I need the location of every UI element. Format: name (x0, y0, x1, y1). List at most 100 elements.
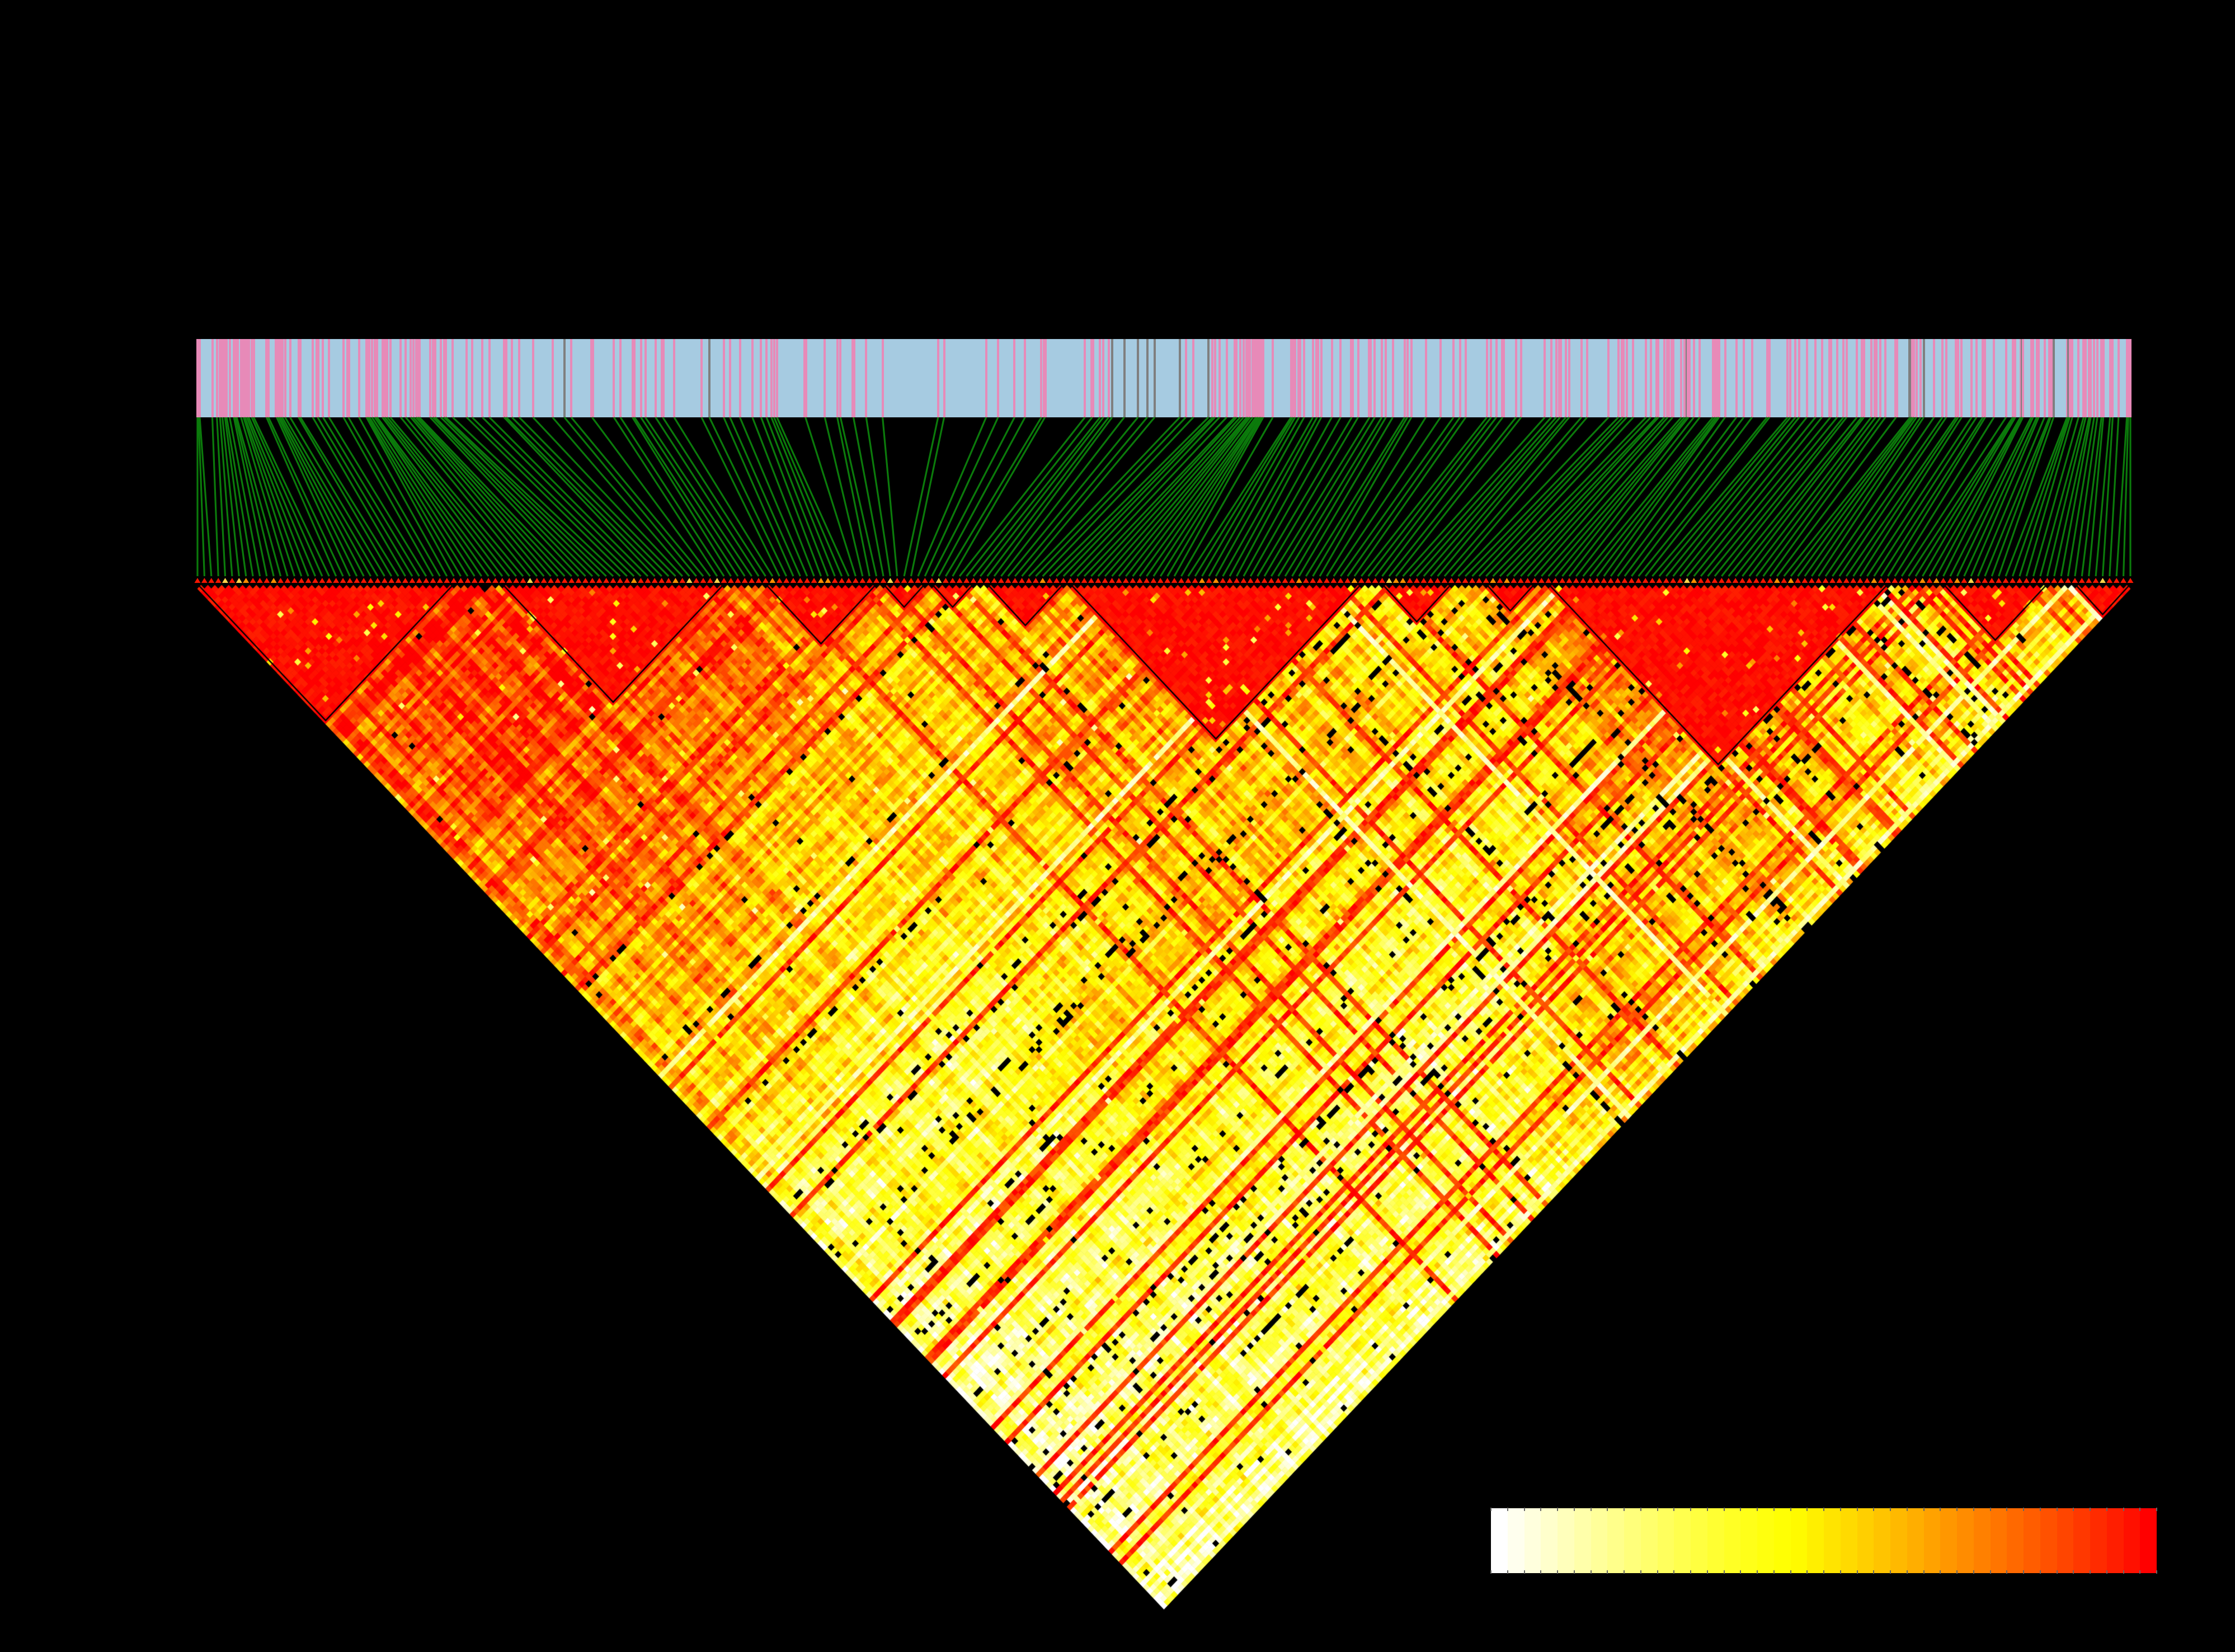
color-key-segment (1990, 1508, 2007, 1573)
color-key-tick (1839, 1508, 1841, 1511)
color-key-segment (2106, 1508, 2124, 1573)
color-key-segment (1491, 1508, 1508, 1573)
color-key-tick (2139, 1508, 2141, 1511)
color-key-segment (2007, 1508, 2024, 1573)
color-key-tick (1856, 1570, 1858, 1574)
color-key-segment (1790, 1508, 1808, 1573)
color-key-segment (1957, 1508, 1974, 1573)
color-key-tick (1523, 1508, 1525, 1511)
color-key-tick (1973, 1508, 1974, 1511)
color-key-tick (1806, 1508, 1808, 1511)
color-key-tick (2090, 1508, 2091, 1511)
color-key-segment (1524, 1508, 1541, 1573)
color-key-tick (2090, 1570, 2091, 1574)
color-key-segment (1973, 1508, 1991, 1573)
color-key-tick (1706, 1570, 1708, 1574)
color-key-tick (1873, 1508, 1875, 1511)
color-key-tick (1923, 1508, 1925, 1511)
color-key-tick (1723, 1570, 1725, 1574)
color-key-segment (1807, 1508, 1824, 1573)
color-key-segment (1591, 1508, 1608, 1573)
color-key-tick (1657, 1570, 1658, 1574)
color-key-segment (1624, 1508, 1641, 1573)
color-key-tick (1757, 1570, 1758, 1574)
color-key-tick (1540, 1570, 1542, 1574)
color-key-tick (2056, 1508, 2058, 1511)
color-key-tick (1790, 1508, 1791, 1511)
color-key-tick (1923, 1570, 1925, 1574)
color-key-tick (1557, 1508, 1558, 1511)
color-key-segment (1558, 1508, 1574, 1573)
color-key-tick (1640, 1508, 1641, 1511)
color-key-tick (1507, 1508, 1508, 1511)
color-key-tick (1657, 1508, 1658, 1511)
color-key-tick (1624, 1508, 1625, 1511)
color-key-tick (1507, 1570, 1508, 1574)
color-key-tick (1590, 1508, 1592, 1511)
color-key-segment (2090, 1508, 2107, 1573)
color-key-tick (1690, 1508, 1691, 1511)
color-key-tick (1590, 1570, 1592, 1574)
color-key-tick (1956, 1508, 1958, 1511)
color-key-tick (1956, 1570, 1958, 1574)
color-key-segment (1773, 1508, 1791, 1573)
color-key-tick (1573, 1570, 1575, 1574)
color-key-tick (1490, 1570, 1491, 1574)
color-key-tick (1839, 1570, 1841, 1574)
color-key-tick (2156, 1508, 2157, 1511)
color-key-tick (2006, 1508, 2008, 1511)
color-key-segment (1840, 1508, 1857, 1573)
color-key-tick (1790, 1570, 1791, 1574)
color-key-tick (2156, 1570, 2157, 1574)
color-key-segment (1657, 1508, 1674, 1573)
color-key-tick (2006, 1570, 2008, 1574)
color-key-tick (1823, 1570, 1824, 1574)
color-key-tick (1557, 1570, 1558, 1574)
color-key-tick (1607, 1570, 1608, 1574)
color-key-tick (2123, 1570, 2124, 1574)
color-key-tick (1773, 1508, 1775, 1511)
color-key-segment (2057, 1508, 2074, 1573)
color-key-tick (1856, 1508, 1858, 1511)
color-key-tick (1873, 1570, 1875, 1574)
color-key-tick (2039, 1570, 2041, 1574)
color-key-tick (1640, 1570, 1641, 1574)
color-key-segment (1940, 1508, 1957, 1573)
color-key-tick (1989, 1508, 1991, 1511)
color-key-tick (2023, 1570, 2024, 1574)
color-key-segment (1724, 1508, 1741, 1573)
color-key-tick (2073, 1508, 2074, 1511)
color-key-segment (1640, 1508, 1658, 1573)
color-key-tick (1890, 1508, 1891, 1511)
color-key-tick (1740, 1570, 1742, 1574)
color-key-tick (1607, 1508, 1608, 1511)
color-key-tick (1757, 1508, 1758, 1511)
color-key-tick (1540, 1508, 1542, 1511)
color-key-tick (1906, 1508, 1908, 1511)
color-key-tick (1706, 1508, 1708, 1511)
color-key-tick (1806, 1570, 1808, 1574)
color-key-segment (1691, 1508, 1707, 1573)
color-key-segment (1674, 1508, 1691, 1573)
color-key-segment (1507, 1508, 1524, 1573)
color-key-tick (1673, 1570, 1675, 1574)
color-key-segment (2140, 1508, 2157, 1573)
color-key-tick (2123, 1508, 2124, 1511)
color-key-segment (1890, 1508, 1907, 1573)
color-key-segment (1857, 1508, 1874, 1573)
color-key-tick (1973, 1570, 1974, 1574)
color-key-segment (2024, 1508, 2040, 1573)
color-key-segment (1757, 1508, 1774, 1573)
color-key-tick (2023, 1508, 2024, 1511)
color-key-legend (1490, 1508, 2157, 1574)
color-key-tick (2073, 1570, 2074, 1574)
color-key-tick (1890, 1570, 1891, 1574)
color-key-tick (2039, 1508, 2041, 1511)
color-key-tick (1940, 1508, 1941, 1511)
color-key-segment (1874, 1508, 1890, 1573)
color-key-tick (2139, 1570, 2141, 1574)
color-key-tick (1773, 1570, 1775, 1574)
color-key-tick (1673, 1508, 1675, 1511)
